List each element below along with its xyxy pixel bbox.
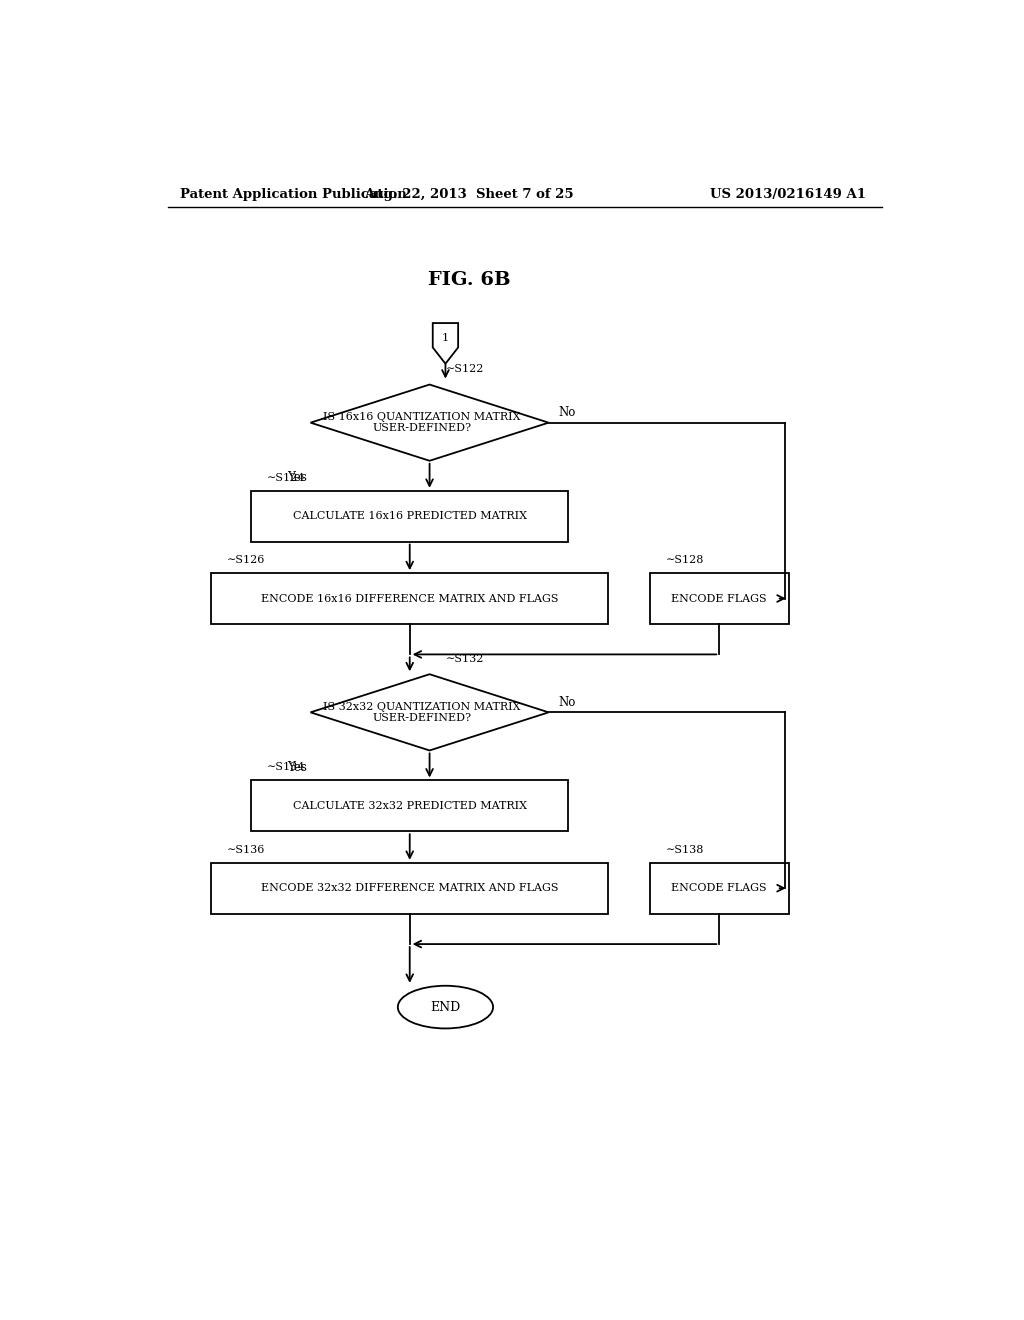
Bar	[650, 573, 788, 624]
Text: ∼S136: ∼S136	[227, 845, 265, 854]
Text: US 2013/0216149 A1: US 2013/0216149 A1	[710, 189, 866, 202]
Text: FIG. 6B: FIG. 6B	[428, 272, 511, 289]
Text: Patent Application Publication: Patent Application Publication	[179, 189, 407, 202]
Text: IS 16x16 QUANTIZATION MATRIX
USER-DEFINED?: IS 16x16 QUANTIZATION MATRIX USER-DEFINE…	[323, 412, 520, 433]
Text: ∼S134: ∼S134	[267, 763, 305, 772]
Text: Aug. 22, 2013  Sheet 7 of 25: Aug. 22, 2013 Sheet 7 of 25	[365, 189, 574, 202]
Text: ENCODE 16x16 DIFFERENCE MATRIX AND FLAGS: ENCODE 16x16 DIFFERENCE MATRIX AND FLAGS	[261, 594, 558, 603]
Text: CALCULATE 32x32 PREDICTED MATRIX: CALCULATE 32x32 PREDICTED MATRIX	[293, 801, 526, 810]
Text: CALCULATE 16x16 PREDICTED MATRIX: CALCULATE 16x16 PREDICTED MATRIX	[293, 511, 526, 521]
Bar	[211, 863, 608, 913]
Bar	[211, 573, 608, 624]
Text: ENCODE FLAGS: ENCODE FLAGS	[672, 883, 767, 894]
Bar	[251, 491, 568, 541]
Text: Yes: Yes	[287, 471, 306, 484]
Text: END: END	[430, 1001, 461, 1014]
Bar	[251, 780, 568, 832]
Text: ∼S124: ∼S124	[267, 473, 305, 483]
Text: ∼S128: ∼S128	[666, 554, 705, 565]
Text: 1: 1	[442, 334, 449, 343]
Text: No: No	[558, 696, 575, 709]
Text: ∼S122: ∼S122	[445, 364, 483, 375]
Text: ∼S126: ∼S126	[227, 554, 265, 565]
Text: IS 32x32 QUANTIZATION MATRIX
USER-DEFINED?: IS 32x32 QUANTIZATION MATRIX USER-DEFINE…	[323, 701, 520, 723]
Text: ∼S138: ∼S138	[666, 845, 705, 854]
Bar	[650, 863, 788, 913]
Text: ENCODE FLAGS: ENCODE FLAGS	[672, 594, 767, 603]
Text: ∼S132: ∼S132	[445, 653, 483, 664]
Text: Yes: Yes	[287, 760, 306, 774]
Text: ENCODE 32x32 DIFFERENCE MATRIX AND FLAGS: ENCODE 32x32 DIFFERENCE MATRIX AND FLAGS	[261, 883, 558, 894]
Text: No: No	[558, 407, 575, 418]
